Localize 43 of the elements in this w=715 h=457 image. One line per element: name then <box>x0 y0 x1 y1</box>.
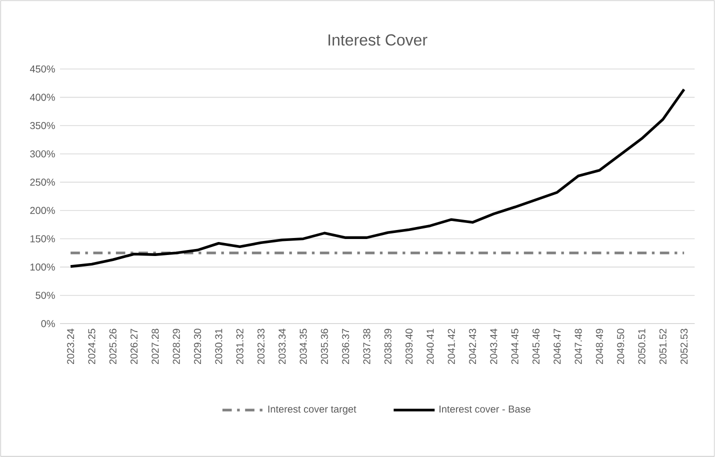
x-tick-label: 2031.32 <box>236 328 244 364</box>
x-tick-label: 2043.44 <box>490 328 498 364</box>
x-tick-label: 2026.27 <box>130 328 138 364</box>
y-tick-label: 450% <box>30 65 55 73</box>
x-tick-label: 2027.28 <box>152 328 159 364</box>
y-tick-label: 400% <box>30 94 55 101</box>
x-tick-label: 2025.26 <box>109 328 116 364</box>
x-tick-label: 2024.25 <box>88 328 96 364</box>
x-tick-label: 2035.36 <box>320 328 328 364</box>
x-tick-label: 2041.42 <box>448 328 455 364</box>
y-tick-label: 200% <box>30 206 55 214</box>
y-tick-label: 0% <box>41 320 55 328</box>
y-tick-label: 250% <box>30 178 55 186</box>
x-tick-label: 2038.39 <box>384 328 392 364</box>
y-tick-label: 300% <box>30 150 55 158</box>
x-tick-label: 2023.24 <box>67 328 74 364</box>
x-tick-label: 2044.45 <box>511 328 518 364</box>
x-tick-label: 2048.49 <box>596 328 604 364</box>
x-tick-label: 2034.35 <box>300 328 307 364</box>
x-tick-label: 2045.46 <box>532 328 540 364</box>
y-tick-label: 350% <box>30 122 55 130</box>
x-tick-label: 2047.48 <box>574 328 582 364</box>
x-tick-label: 2029.30 <box>194 328 202 364</box>
y-tick-label: 150% <box>30 235 55 242</box>
x-tick-label: 2042.43 <box>468 328 476 364</box>
x-tick-label: 2033.34 <box>278 328 286 364</box>
y-tick-label: 50% <box>36 292 55 299</box>
x-tick-label: 2052.53 <box>680 328 688 364</box>
x-tick-label: 2037.38 <box>363 328 370 364</box>
y-tick-label: 100% <box>30 264 55 271</box>
x-tick-label: 2036.37 <box>342 328 350 364</box>
x-tick-label: 2030.31 <box>215 328 222 364</box>
x-tick-label: 2040.41 <box>426 328 434 364</box>
x-tick-label: 2049.50 <box>617 328 624 364</box>
x-tick-label: 2046.47 <box>554 328 561 364</box>
x-tick-label: 2050.51 <box>638 328 646 364</box>
chart-title: Interest Cover <box>328 34 428 46</box>
legend-label: Interest cover - Base <box>440 406 530 413</box>
x-tick-label: 2032.33 <box>257 328 265 364</box>
x-tick-label: 2039.40 <box>406 328 413 364</box>
x-tick-label: 2028.29 <box>172 328 180 364</box>
x-tick-label: 2051.52 <box>659 328 666 364</box>
legend-label: Interest cover target <box>268 406 356 415</box>
